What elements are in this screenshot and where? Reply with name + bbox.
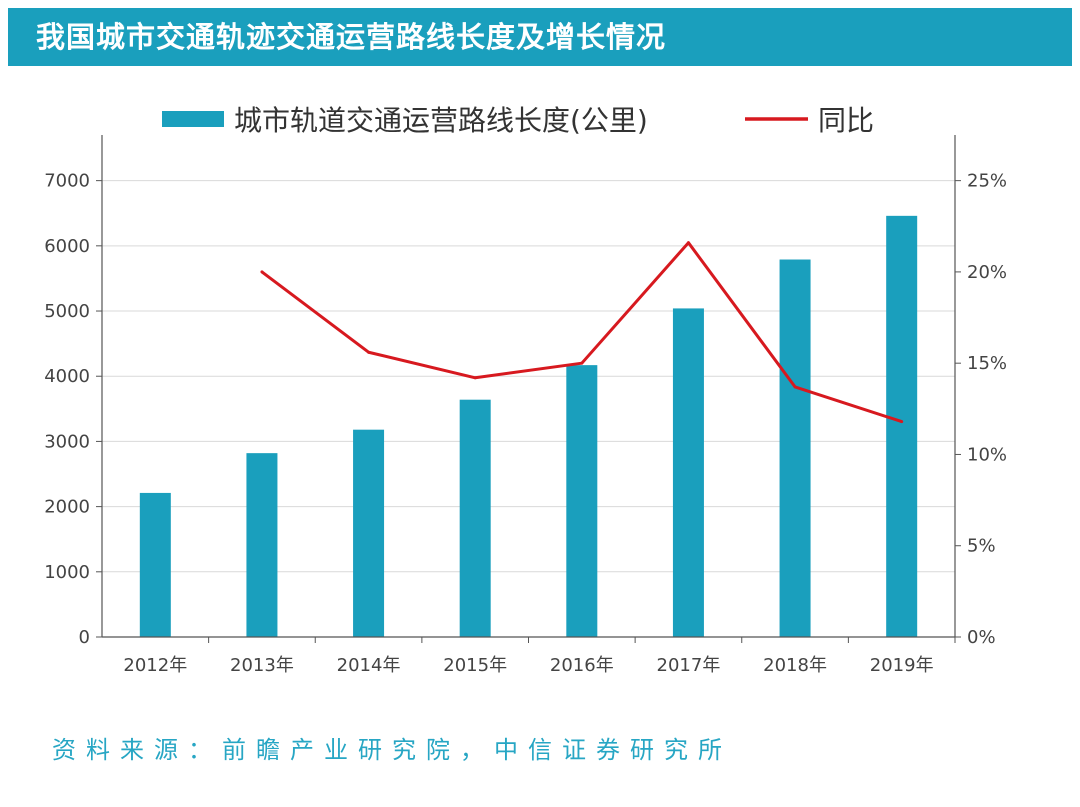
- bar: [672, 308, 704, 637]
- x-tick-label: 2014年: [337, 655, 401, 676]
- line-point: [260, 270, 264, 274]
- x-tick-label: 2012年: [123, 655, 187, 676]
- line-point: [580, 361, 584, 365]
- x-tick-label: 2015年: [443, 655, 507, 676]
- legend-bar-label: 城市轨道交通运营路线长度(公里): [234, 104, 648, 137]
- left-tick-label: 0: [79, 627, 90, 648]
- line-point: [793, 385, 797, 389]
- x-tick-label: 2013年: [230, 655, 294, 676]
- right-tick-label: 25%: [967, 171, 1007, 192]
- left-tick-label: 3000: [44, 431, 90, 452]
- bar: [886, 215, 918, 637]
- right-tick-label: 5%: [967, 536, 996, 557]
- bar: [246, 453, 278, 637]
- left-tick-label: 4000: [44, 366, 90, 387]
- bar-series: [139, 215, 918, 637]
- bar: [779, 259, 811, 637]
- bar: [566, 365, 598, 637]
- bar: [459, 399, 491, 637]
- line-point: [473, 376, 477, 380]
- line-point: [900, 420, 904, 424]
- legend-bar-swatch: [162, 111, 224, 127]
- source-note: 资料来源：前瞻产业研究院，中信证券研究所: [52, 736, 732, 764]
- left-tick-label: 2000: [44, 497, 90, 518]
- legend-line-label: 同比: [818, 104, 874, 137]
- right-tick-label: 15%: [967, 353, 1007, 374]
- right-tick-label: 0%: [967, 627, 996, 648]
- title-banner: 我国城市交通轨迹交通运营路线长度及增长情况: [8, 8, 1072, 66]
- x-tick-label: 2017年: [657, 655, 721, 676]
- gridlines: [102, 180, 955, 573]
- left-tick-label: 1000: [44, 562, 90, 583]
- left-tick-label: 5000: [44, 301, 90, 322]
- line-series: [260, 241, 904, 424]
- x-tick-label: 2019年: [870, 655, 934, 676]
- left-tick-label: 7000: [44, 171, 90, 192]
- x-tick-label: 2018年: [763, 655, 827, 676]
- x-tick-label: 2016年: [550, 655, 614, 676]
- bar: [353, 429, 385, 637]
- right-tick-label: 20%: [967, 262, 1007, 283]
- line-point: [367, 350, 371, 354]
- chart-title: 我国城市交通轨迹交通运营路线长度及增长情况: [36, 20, 667, 54]
- left-tick-label: 6000: [44, 236, 90, 257]
- legend: 城市轨道交通运营路线长度(公里) 同比: [162, 104, 874, 137]
- right-tick-label: 10%: [967, 444, 1007, 465]
- axes: 0 1000 2000 3000 4000 5000 6000 7000 0% 5% 10% 15% 2…: [44, 135, 1007, 676]
- bar: [139, 492, 171, 637]
- line-point: [686, 241, 690, 245]
